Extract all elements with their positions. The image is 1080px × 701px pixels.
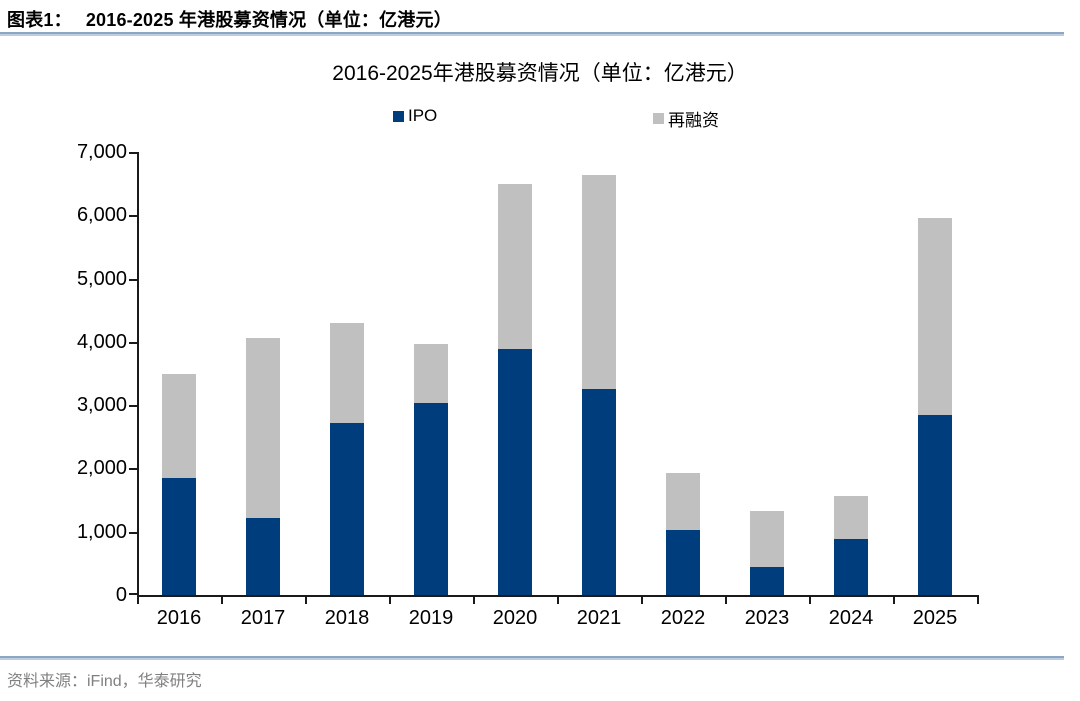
legend-label: IPO (408, 106, 438, 125)
y-axis-label: 0 (115, 584, 127, 606)
figure-number-label: 图表1： (7, 10, 72, 30)
x-axis-label: 2025 (912, 607, 958, 629)
y-axis-label: 3,000 (76, 394, 127, 417)
bar-segment-ipo-2016 (162, 477, 196, 595)
figure-header: 图表1： 2016-2025 年港股募资情况（单位：亿港元） (7, 6, 452, 32)
legend-swatch (653, 113, 664, 124)
bar-segment-ipo-2022 (666, 529, 700, 595)
x-axis-label: 2023 (744, 607, 790, 629)
y-axis-label: 6,000 (76, 204, 127, 227)
y-axis-tick (129, 215, 137, 218)
bar-segment-ipo-2023 (750, 566, 784, 595)
x-axis-tick (641, 595, 643, 604)
bar-segment-refinance-2020 (498, 183, 532, 350)
x-axis-tick (977, 595, 979, 604)
bar-segment-ipo-2025 (918, 414, 952, 595)
bar-segment-ipo-2017 (246, 518, 280, 595)
y-axis-tick (129, 405, 137, 408)
legend-item-refinance: 再融资 (653, 106, 719, 131)
bar-segment-refinance-2022 (666, 472, 700, 530)
bar-segment-refinance-2023 (750, 510, 784, 567)
y-axis-label: 7,000 (76, 141, 127, 163)
y-axis-label: 1,000 (76, 520, 127, 543)
x-axis-label: 2021 (576, 607, 622, 629)
y-axis-label: 2,000 (76, 457, 127, 480)
x-axis-tick (389, 595, 391, 604)
bar-segment-ipo-2021 (582, 389, 616, 595)
footer-divider (0, 656, 1064, 660)
y-axis-tick (129, 341, 137, 344)
chart-title: 2016-2025年港股募资情况（单位：亿港元） (332, 62, 748, 85)
x-axis-tick (893, 595, 895, 604)
y-axis-tick (129, 531, 137, 534)
bar-segment-ipo-2018 (330, 422, 364, 595)
figure-header-title: 2016-2025 年港股募资情况（单位：亿港元） (85, 10, 452, 30)
x-axis-label: 2020 (492, 607, 538, 629)
bar-segment-refinance-2016 (162, 373, 196, 478)
x-axis-tick (305, 595, 307, 604)
x-axis-label: 2017 (240, 607, 286, 629)
legend-item-ipo: IPO (393, 106, 437, 126)
bar-segment-ipo-2019 (414, 403, 448, 595)
y-axis-tick (129, 152, 137, 154)
x-axis-tick (221, 595, 223, 604)
y-axis-label: 4,000 (76, 330, 127, 353)
y-axis-tick (129, 278, 137, 281)
x-axis-tick (557, 595, 559, 604)
legend-swatch (393, 110, 404, 122)
bar-segment-refinance-2018 (330, 322, 364, 423)
y-axis-tick (129, 593, 137, 595)
bar-segment-ipo-2024 (834, 539, 868, 595)
bar-segment-refinance-2017 (246, 338, 280, 519)
bar-segment-refinance-2021 (582, 175, 616, 390)
x-axis-tick (137, 595, 139, 604)
x-axis-tick (809, 595, 811, 604)
bar-segment-refinance-2024 (834, 496, 868, 540)
x-axis-label: 2019 (408, 607, 454, 629)
y-axis-label: 5,000 (76, 267, 127, 290)
plot-area: 0 1,000 2,000 3,000 4,000 5,000 6,000 7,000 2016… (77, 141, 979, 629)
x-axis-label: 2016 (156, 607, 202, 629)
x-axis-label: 2022 (660, 607, 706, 629)
bar-segment-refinance-2019 (414, 344, 448, 404)
legend-label: 再融资 (668, 111, 719, 130)
header-divider (0, 32, 1064, 36)
x-axis-tick (473, 595, 475, 604)
x-axis-label: 2024 (828, 607, 874, 629)
y-axis-tick (129, 468, 137, 471)
source-note: 资料来源：iFind，华泰研究 (7, 673, 202, 690)
bar-segment-refinance-2025 (918, 218, 952, 415)
x-axis-label: 2018 (324, 607, 370, 629)
x-axis-tick (725, 595, 727, 604)
bar-segment-ipo-2020 (498, 349, 532, 595)
